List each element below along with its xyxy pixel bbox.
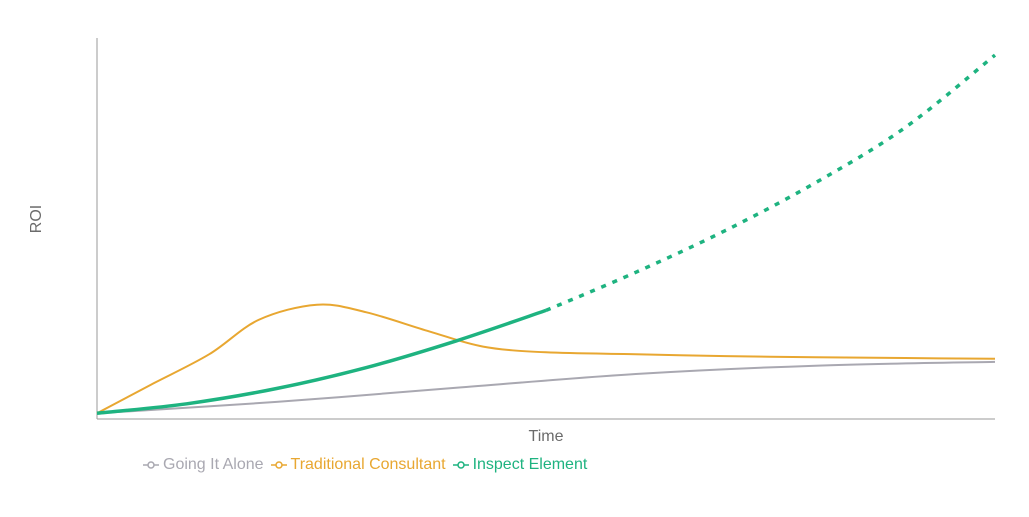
legend-item-inspect-element[interactable]: Inspect Element bbox=[452, 456, 588, 474]
legend-item-traditional-consultant[interactable]: Traditional Consultant bbox=[270, 456, 446, 474]
series-line-going-it-alone bbox=[96, 360, 996, 415]
series-line-traditional-consultant bbox=[96, 303, 996, 415]
legend-label: Traditional Consultant bbox=[290, 456, 446, 473]
series-line-inspect-element-projected bbox=[545, 53, 997, 313]
legend-item-going-it-alone[interactable]: Going It Alone bbox=[143, 456, 264, 474]
legend-label: Going It Alone bbox=[163, 456, 264, 473]
line-marker-icon bbox=[143, 461, 159, 469]
line-marker-icon bbox=[452, 461, 469, 469]
legend-label: Inspect Element bbox=[472, 456, 588, 473]
series-line-inspect-element bbox=[96, 308, 547, 416]
y-axis-label: ROI bbox=[28, 205, 45, 233]
line-marker-icon bbox=[270, 461, 287, 469]
x-axis-label: Time bbox=[529, 428, 564, 445]
legend: Going It Alone Traditional Consultant In… bbox=[143, 456, 594, 474]
series-layer bbox=[96, 53, 997, 416]
